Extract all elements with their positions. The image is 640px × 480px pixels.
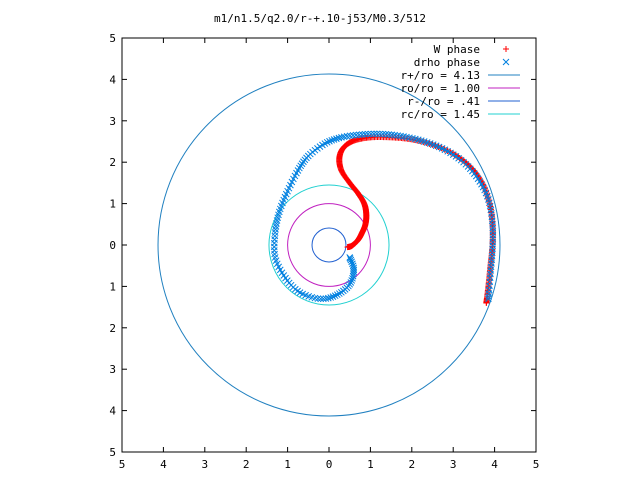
series-1-point-3 [348,258,355,266]
series-1-point-112 [379,130,387,138]
series-1 [270,130,497,303]
series-1-point-4 [349,260,356,268]
y-tick-label-7: 2 [109,322,116,335]
series-1-point-95 [330,136,338,143]
legend-label-1: drho phase [414,56,480,69]
legend-label-5: rc/ro = 1.45 [401,108,480,121]
series-1-point-23 [329,293,337,300]
series-1-point-13 [347,279,355,286]
x-tick-label-8: 3 [450,458,457,471]
series-1-point-105 [358,131,366,138]
x-tick-label-5: 0 [326,458,333,471]
series-1-point-97 [335,134,343,142]
phase-points [270,130,497,306]
x-tick-label-10: 5 [533,458,540,471]
reference-circles [157,73,501,417]
y-tick-label-4: 1 [109,198,116,211]
series-1-point-111 [376,130,384,138]
x-tick-label-9: 4 [491,458,498,471]
series-1-point-93 [326,137,333,145]
series-1-point-108 [367,130,375,138]
circle-series-2 [157,73,501,417]
y-tick-label-9: 4 [109,405,116,418]
y-tick-label-0: 5 [109,32,116,45]
series-0 [336,134,496,306]
legend-swatch-0 [503,46,509,52]
series-1-point-11 [349,274,356,282]
x-tick-label-6: 1 [367,458,374,471]
y-tick-label-6: 1 [109,280,116,293]
circle-series-5 [268,184,390,306]
series-1-point-113 [382,130,390,138]
series-1-point-2 [347,256,355,264]
x-tick-label-0: 5 [119,458,126,471]
legend-label-3: ro/ro = 1.00 [401,82,480,95]
series-1-point-20 [335,290,343,297]
y-tick-label-1: 4 [109,73,116,86]
y-tick-label-5: 0 [109,239,116,252]
x-tick-label-3: 2 [243,458,250,471]
legend-label-4: r-/ro = .41 [407,95,480,108]
series-1-point-110 [373,130,381,138]
series-1-point-114 [385,131,393,138]
series-1-point-22 [331,292,339,300]
series-1-point-106 [361,130,369,138]
series-1-point-1 [346,255,354,262]
x-tick-label-4: 1 [284,458,291,471]
series-1-point-10 [349,272,357,280]
legend-swatch-1 [502,58,510,66]
x-tick-label-1: 4 [160,458,167,471]
y-tick-label-2: 3 [109,115,116,128]
series-1-point-181 [485,293,492,300]
series-1-point-94 [328,136,336,144]
x-tick-label-7: 2 [408,458,415,471]
chart-title: m1/n1.5/q2.0/r-+.10-j53/M0.3/512 [214,12,426,25]
series-1-point-96 [333,135,340,143]
y-tick-label-8: 3 [109,363,116,376]
series-1-point-104 [355,131,363,139]
series-1-point-28 [317,295,325,303]
series-1-point-21 [333,291,341,299]
series-1-point-109 [370,130,378,138]
y-tick-label-3: 2 [109,156,116,169]
series-1-point-182 [485,295,492,303]
legend-label-0: W phase [434,43,480,56]
series-1-point-26 [322,295,330,302]
series-1-point-107 [364,130,372,138]
series-1-point-27 [319,295,327,303]
series-1-point-12 [348,277,356,284]
y-tick-label-10: 5 [109,446,116,459]
x-tick-label-2: 3 [201,458,208,471]
circle-series-3 [287,203,371,287]
legend-label-2: r+/ro = 4.13 [401,69,480,82]
circle-series-4 [311,227,347,263]
